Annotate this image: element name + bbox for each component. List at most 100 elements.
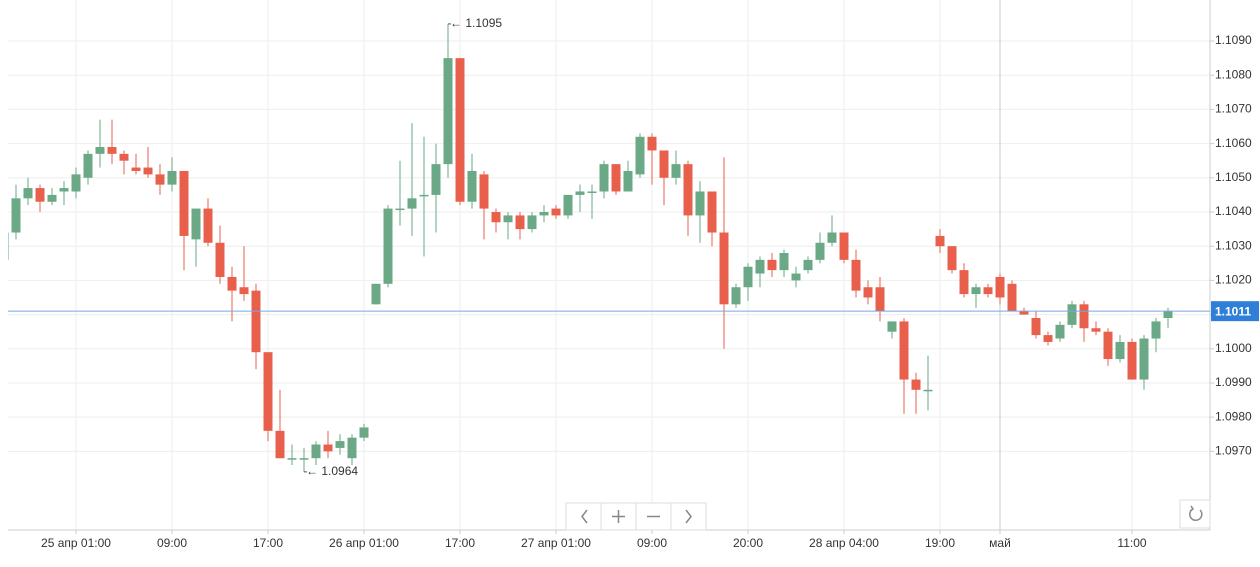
candle-body [755,259,765,274]
candle-body [371,283,381,305]
candle-body [503,215,513,223]
icon-plus [612,510,625,523]
candle-body [1091,328,1101,332]
x-tick-label: 17:00 [445,536,475,550]
y-tick-label: 1.0970 [1215,444,1252,458]
candle-body [323,444,333,452]
candle-body [215,242,225,277]
x-tick-label: 09:00 [157,536,187,550]
y-tick-label: 1.1060 [1215,136,1252,150]
candle-body [191,208,201,240]
y-tick-label: 1.1020 [1215,273,1252,287]
y-tick-label: 1.1090 [1215,33,1252,47]
current-price-box [1211,301,1259,322]
candle-body [71,174,81,192]
candle-body [779,253,789,271]
candle-body [347,437,357,459]
candle-body [287,458,297,460]
candle-body [227,276,237,291]
candle-body [947,246,957,271]
candle-body [1163,311,1173,318]
candle-body [683,164,693,216]
candle-body [515,215,525,230]
candle-body [1151,321,1161,339]
annotation: ← 1.0964 [306,464,358,478]
candle-body [299,458,309,460]
candle-body [59,188,69,192]
x-tick-label: 27 апр 01:00 [521,536,591,550]
icon-left [581,509,588,524]
icon-right [685,509,692,524]
axes: 1.09701.09801.09901.10001.10101.10201.10… [8,16,1259,550]
candle-body [695,191,705,216]
y-tick-label: 1.0990 [1215,375,1252,389]
annotation: ← 1.1095 [450,16,502,30]
candle-body [35,188,45,202]
reset-button[interactable] [1179,499,1211,529]
candle-body [407,198,417,209]
x-tick-label: 09:00 [637,536,667,550]
candle-body [1127,341,1137,380]
candle-body [851,259,861,291]
candle-body [239,287,249,295]
candle-body [719,232,729,305]
candle-body [455,58,465,202]
navigation [565,499,1211,531]
scroll-right-button[interactable] [670,502,707,531]
candle-body [863,287,873,298]
candle-body [935,235,945,247]
candle-body [647,136,657,151]
candle-body [251,290,261,353]
candle-body [1079,304,1089,329]
candle-body [83,153,93,178]
candle-body [1139,338,1149,380]
y-tick-label: 1.1050 [1215,170,1252,184]
candle-body [131,167,141,171]
candle-body [587,191,597,193]
candle-body [11,198,21,233]
candle-body [575,191,585,195]
candle-body [179,170,189,236]
candle-body [611,164,621,192]
candle-body [527,215,537,230]
candle-body [887,321,897,332]
candle-body [491,212,501,223]
y-tick-label: 1.1030 [1215,238,1252,252]
candle-body [1055,324,1065,339]
x-tick-label: 11:00 [1117,536,1146,550]
candle-body [599,164,609,192]
candle-body [539,212,549,216]
plot-area [8,23,1173,473]
candle-body [335,441,345,448]
candle-body [311,444,321,459]
x-tick-label: 19:00 [925,536,955,550]
candle-body [791,273,801,281]
candle-body [395,208,405,211]
candle-body [1115,341,1125,360]
candle-body [359,427,369,438]
candle-body [155,174,165,185]
candle-body [635,136,645,175]
x-tick-label: 17:00 [253,536,283,550]
current-price-label: 1.1011 [1215,304,1251,318]
candle-body [431,164,441,195]
candle-body [203,208,213,243]
candle-body [803,259,813,271]
candle-body [1103,331,1113,360]
scroll-left-button[interactable] [565,502,602,531]
grid [8,0,1210,530]
candle-body [623,170,633,192]
candle-body [767,259,777,271]
candle-body [467,170,477,202]
y-tick-label: 1.1080 [1215,67,1252,81]
x-tick-label: 20:00 [733,536,763,550]
candle-body [1019,311,1029,315]
candle-body [1043,335,1053,342]
candle-body [275,430,285,459]
candle-body [995,276,1005,298]
candle-body [107,147,117,154]
candle-body [1067,304,1077,325]
candle-body [815,242,825,260]
x-tick-label: 28 апр 04:00 [809,536,879,550]
candle-body [971,287,981,295]
